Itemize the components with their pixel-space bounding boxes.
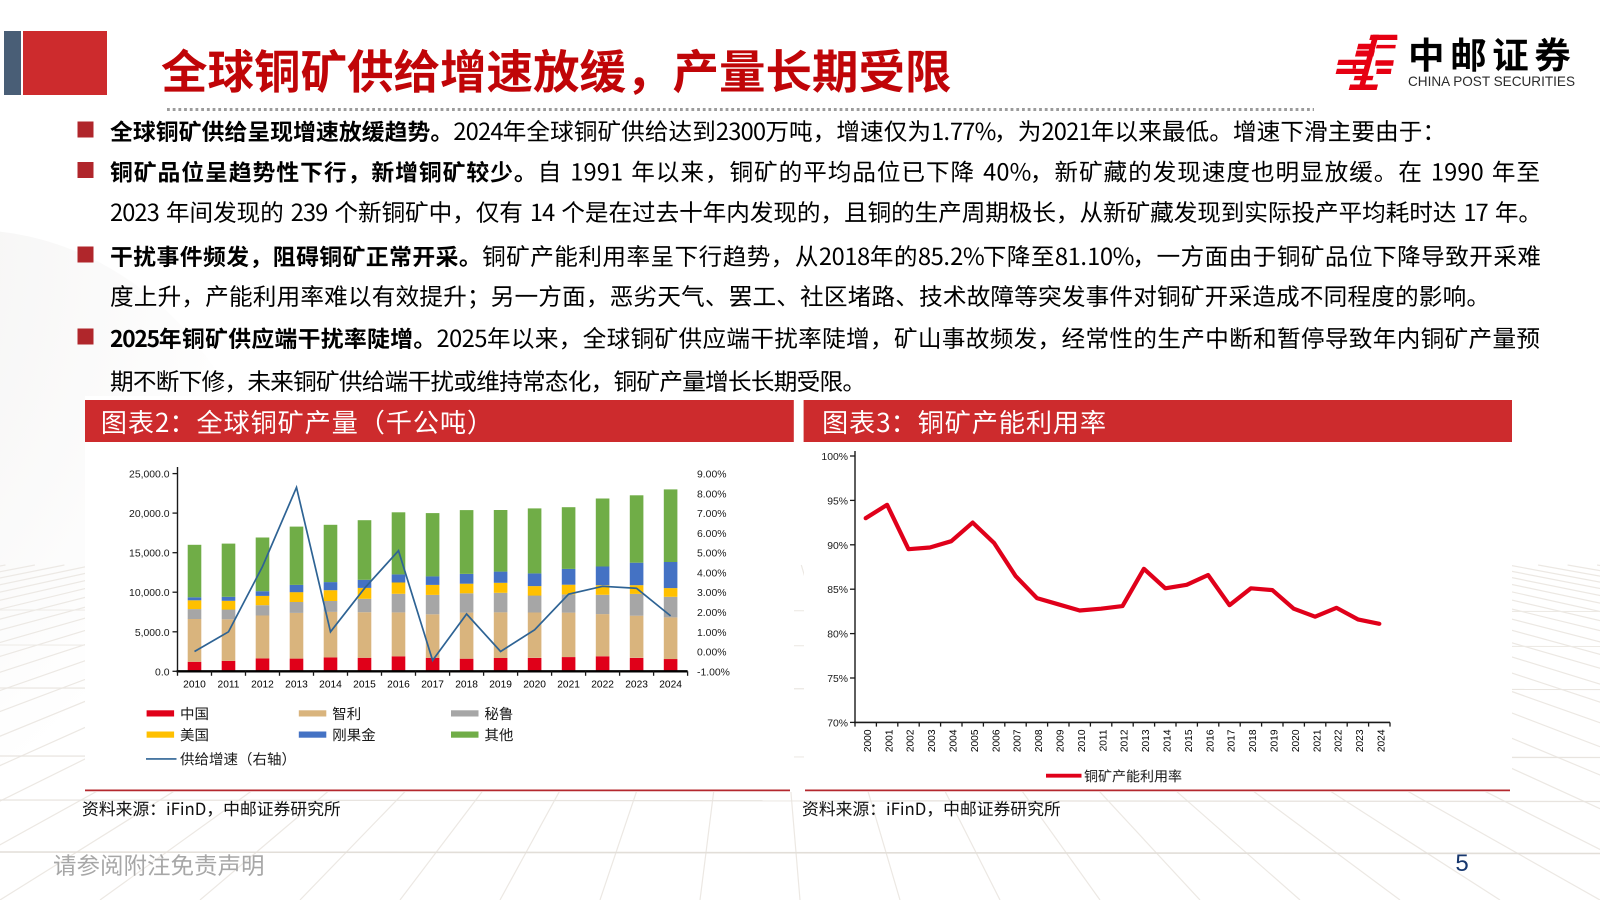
svg-text:2010: 2010 (183, 680, 206, 691)
svg-text:2002: 2002 (906, 729, 917, 752)
svg-text:20,000.0: 20,000.0 (129, 509, 170, 520)
svg-text:90%: 90% (827, 541, 848, 552)
svg-text:2023: 2023 (1355, 729, 1366, 752)
svg-text:7.00%: 7.00% (697, 509, 726, 520)
svg-text:15,000.0: 15,000.0 (129, 549, 170, 560)
svg-text:2007: 2007 (1013, 729, 1024, 752)
svg-text:2017: 2017 (421, 680, 444, 691)
svg-text:2024: 2024 (1377, 729, 1388, 752)
svg-text:100%: 100% (821, 452, 848, 463)
svg-text:2010: 2010 (1077, 729, 1088, 752)
svg-text:2017: 2017 (1227, 729, 1238, 752)
svg-text:2016: 2016 (387, 680, 410, 691)
svg-text:6.00%: 6.00% (697, 529, 726, 540)
svg-text:2012: 2012 (251, 680, 274, 691)
svg-text:8.00%: 8.00% (697, 489, 726, 500)
svg-text:2015: 2015 (1184, 729, 1195, 752)
svg-text:2024: 2024 (659, 680, 682, 691)
svg-text:5,000.0: 5,000.0 (135, 628, 170, 639)
svg-text:2021: 2021 (557, 680, 580, 691)
svg-text:2005: 2005 (970, 729, 981, 752)
svg-text:2004: 2004 (949, 729, 960, 752)
svg-text:2022: 2022 (591, 680, 614, 691)
svg-text:2006: 2006 (991, 729, 1002, 752)
svg-text:2020: 2020 (523, 680, 546, 691)
svg-text:2020: 2020 (1291, 729, 1302, 752)
svg-text:2001: 2001 (884, 729, 895, 752)
svg-text:0.00%: 0.00% (697, 648, 726, 659)
svg-text:2009: 2009 (1056, 729, 1067, 752)
svg-text:95%: 95% (827, 496, 848, 507)
svg-text:25,000.0: 25,000.0 (129, 470, 170, 481)
svg-text:2021: 2021 (1312, 729, 1323, 752)
svg-text:2015: 2015 (353, 680, 376, 691)
svg-text:1.00%: 1.00% (697, 628, 726, 639)
svg-text:2012: 2012 (1120, 729, 1131, 752)
svg-text:2003: 2003 (927, 729, 938, 752)
svg-text:5: 5 (1455, 850, 1468, 877)
svg-text:2011: 2011 (218, 680, 240, 691)
svg-text:4.00%: 4.00% (697, 568, 726, 579)
svg-text:9.00%: 9.00% (697, 470, 726, 481)
svg-text:80%: 80% (827, 630, 848, 641)
svg-text:2018: 2018 (455, 680, 478, 691)
svg-text:2011: 2011 (1098, 729, 1109, 751)
svg-text:10,000.0: 10,000.0 (129, 588, 170, 599)
svg-text:2013: 2013 (285, 680, 308, 691)
svg-text:2019: 2019 (1270, 729, 1281, 752)
svg-text:2023: 2023 (625, 680, 648, 691)
svg-text:85%: 85% (827, 585, 848, 596)
svg-text:2014: 2014 (319, 680, 342, 691)
svg-text:2019: 2019 (489, 680, 512, 691)
svg-text:CHINA POST SECURITIES: CHINA POST SECURITIES (1408, 74, 1575, 89)
svg-text:2016: 2016 (1205, 729, 1216, 752)
svg-text:2008: 2008 (1034, 729, 1045, 752)
svg-text:3.00%: 3.00% (697, 588, 726, 599)
svg-text:2022: 2022 (1334, 729, 1345, 752)
svg-text:2013: 2013 (1141, 729, 1152, 752)
svg-text:2.00%: 2.00% (697, 608, 726, 619)
svg-text:2014: 2014 (1163, 729, 1174, 752)
svg-text:2000: 2000 (863, 729, 874, 752)
svg-text:0.0: 0.0 (155, 667, 170, 678)
svg-text:70%: 70% (827, 718, 848, 729)
svg-text:-1.00%: -1.00% (697, 667, 730, 678)
svg-text:5.00%: 5.00% (697, 549, 726, 560)
svg-text:75%: 75% (827, 674, 848, 685)
svg-text:2018: 2018 (1248, 729, 1259, 752)
